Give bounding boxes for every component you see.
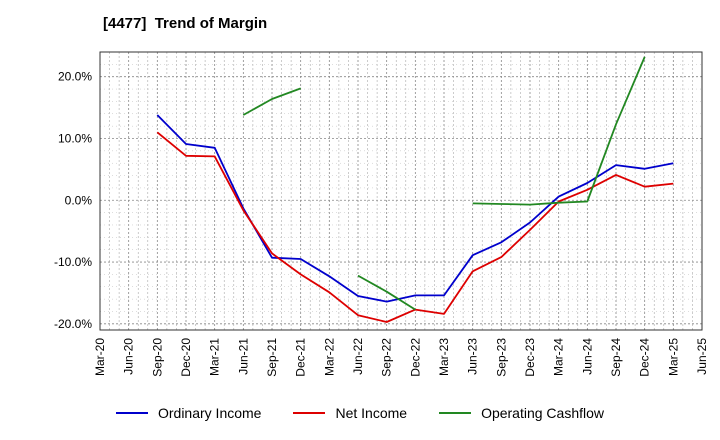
x-tick-label: Mar-24 xyxy=(552,338,566,376)
legend-item: Operating Cashflow xyxy=(439,405,604,421)
x-tick-label: Mar-21 xyxy=(208,338,222,376)
x-tick-label: Mar-22 xyxy=(322,338,336,376)
x-tick-label: Sep-20 xyxy=(150,338,164,377)
y-tick-label: 10.0% xyxy=(58,131,92,145)
series-layer xyxy=(156,56,674,323)
series-line xyxy=(357,274,416,311)
y-tick-label: 20.0% xyxy=(58,70,92,84)
legend-swatch xyxy=(439,412,472,414)
legend-swatch xyxy=(293,412,326,414)
legend-item: Ordinary Income xyxy=(115,405,262,421)
x-tick-label: Dec-20 xyxy=(179,338,193,377)
x-tick-label: Dec-22 xyxy=(408,338,422,377)
x-tick-label: Jun-22 xyxy=(351,338,365,375)
x-tick-label: Mar-23 xyxy=(437,338,451,376)
legend-label: Ordinary Income xyxy=(157,405,262,421)
y-tick-label: 0.0% xyxy=(65,193,93,207)
grid-layer xyxy=(99,51,703,330)
y-tick-label: -10.0% xyxy=(54,255,92,269)
x-tick-label: Dec-23 xyxy=(523,338,537,377)
x-tick-label: Jun-24 xyxy=(580,338,594,375)
x-tick-label: Dec-24 xyxy=(638,338,652,377)
legend-label: Operating Cashflow xyxy=(481,405,605,421)
series-line xyxy=(472,56,646,206)
x-tick-label: Mar-20 xyxy=(93,338,107,376)
x-tick-label: Sep-21 xyxy=(265,338,279,377)
x-tick-label: Jun-21 xyxy=(236,338,250,375)
legend-label: Net Income xyxy=(335,405,408,421)
plot-frame xyxy=(99,51,703,331)
x-tick-label: Sep-23 xyxy=(494,338,508,377)
y-tick-label: -20.0% xyxy=(54,317,92,331)
chart-title: [4477] Trend of Margin xyxy=(103,15,268,32)
legend: Ordinary Income Net Income Operating Cashf… xyxy=(0,405,720,421)
x-tick-label: Jun-23 xyxy=(466,338,480,375)
legend-swatch xyxy=(115,412,148,414)
x-tick-label: Mar-25 xyxy=(666,338,680,376)
x-tick-label: Sep-24 xyxy=(609,338,623,377)
axis-layer: -20.0% -10.0% 0.0% 10.0% 20.0% Mar-20 Jun-20 Se… xyxy=(54,51,709,377)
x-tick-label: Dec-21 xyxy=(294,338,308,377)
x-tick-label: Sep-22 xyxy=(380,338,394,377)
x-tick-label: Jun-25 xyxy=(695,338,709,375)
x-tick-label: Jun-20 xyxy=(122,338,136,375)
legend-item: Net Income xyxy=(293,405,407,421)
series-line xyxy=(242,87,302,116)
